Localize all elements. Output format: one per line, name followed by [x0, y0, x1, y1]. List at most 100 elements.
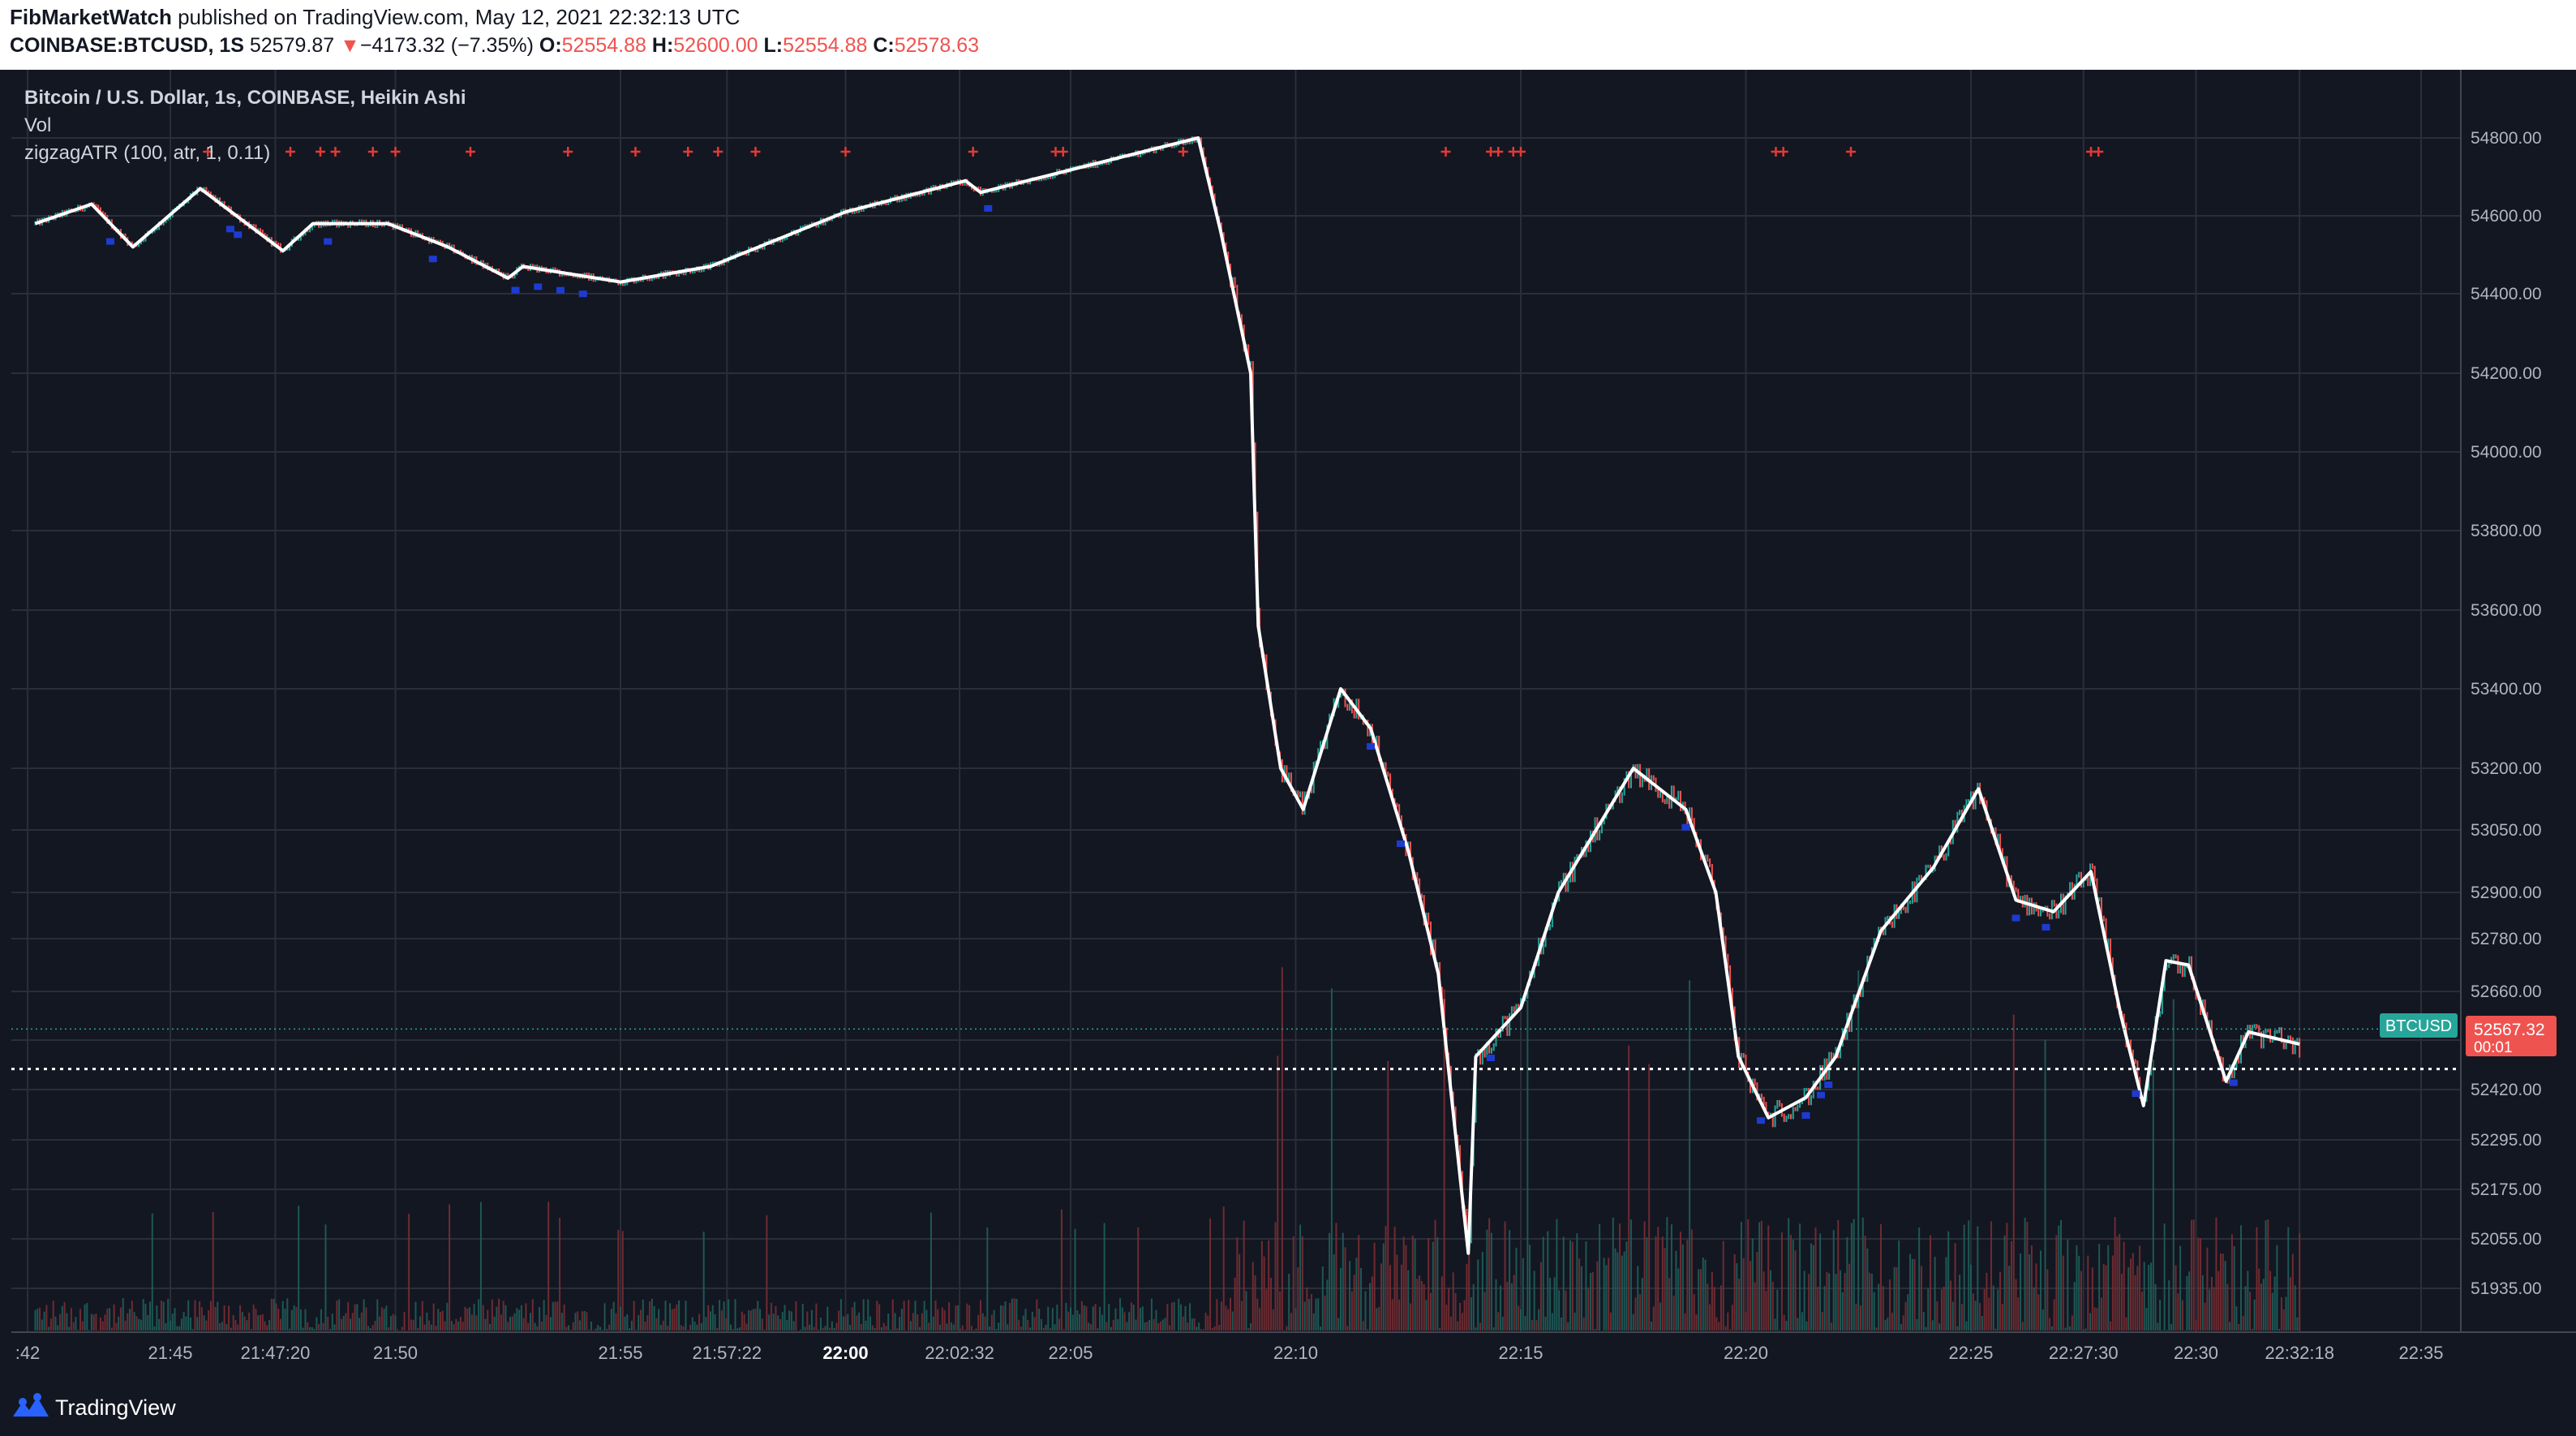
price-tick-label: 54000.00 — [2471, 443, 2542, 462]
time-tick-label: 22:10 — [1273, 1343, 1318, 1363]
price-tick-label: 52900.00 — [2471, 884, 2542, 902]
close-value: 52578.63 — [894, 34, 980, 57]
price-tag-bg — [2466, 1016, 2557, 1056]
high-marker — [316, 147, 325, 157]
symbol-label: COINBASE:BTCUSD, 1S — [10, 34, 244, 57]
published-info: published on TradingView.com, May 12, 20… — [178, 5, 741, 29]
time-tick-label: 21:47:20 — [241, 1343, 311, 1363]
time-tick-label: 22:27:30 — [2049, 1343, 2119, 1363]
low-marker — [1824, 1081, 1833, 1089]
price-tick-label: 51935.00 — [2471, 1279, 2542, 1298]
price-tick-label: 53600.00 — [2471, 601, 2542, 620]
change-value: −4173.32 (−7.35%) — [359, 34, 534, 57]
high-marker — [1493, 147, 1504, 157]
low-marker — [226, 226, 234, 233]
high-marker — [1778, 147, 1788, 157]
price-tick-label: 52175.00 — [2471, 1180, 2542, 1199]
time-tick-label: 21:45 — [148, 1343, 192, 1363]
low-marker — [578, 290, 587, 298]
time-tick-label: 21:50 — [373, 1343, 418, 1363]
close-label: C: — [873, 34, 895, 57]
price-tick-label: 52055.00 — [2471, 1230, 2542, 1249]
open-label: O: — [539, 34, 562, 57]
symbol-tag-bg — [2380, 1013, 2458, 1038]
low-marker — [2041, 923, 2050, 931]
time-tick-label: 22:00 — [822, 1343, 868, 1363]
symbol-tag: BTCUSD — [2385, 1017, 2452, 1035]
high-marker — [2093, 147, 2104, 157]
high-marker — [286, 147, 295, 157]
price-tick-label: 53800.00 — [2471, 522, 2542, 540]
zigzag-path — [34, 136, 2300, 1255]
low-marker — [556, 286, 565, 294]
time-tick-label: 22:05 — [1048, 1343, 1093, 1363]
open-value: 52554.88 — [561, 34, 646, 57]
high-marker — [563, 147, 573, 157]
low-marker — [1397, 840, 1405, 847]
high-marker — [1058, 147, 1068, 157]
price-tag: BTCUSD 52567.32 00:01 — [2380, 1013, 2557, 1056]
price-tick-label: 54600.00 — [2471, 207, 2542, 226]
time-tick-label: :42 — [15, 1343, 41, 1363]
legend-indicator[interactable]: zigzagATR (100, atr, 1, 0.11) — [24, 142, 271, 164]
low-marker — [534, 283, 543, 290]
grid-lines — [11, 70, 2461, 1332]
high-marker — [390, 147, 401, 157]
low-marker — [1757, 1117, 1765, 1124]
price-tick-label: 53200.00 — [2471, 759, 2542, 778]
footer: TradingView — [0, 1379, 2576, 1436]
high-marker — [683, 147, 693, 157]
zigzag-high-markers — [203, 147, 2104, 157]
chart-legend: Bitcoin / U.S. Dollar, 1s, COINBASE, Hei… — [24, 84, 466, 167]
high-marker — [203, 147, 213, 157]
ohlc-line: COINBASE:BTCUSD, 1S 52579.87 ▼−4173.32 (… — [10, 34, 979, 58]
high-marker — [330, 147, 341, 157]
high-marker — [713, 147, 723, 157]
low-label: L: — [763, 34, 784, 57]
publish-header: FibMarketWatch published on TradingView.… — [0, 0, 2576, 70]
price-tick-label: 52660.00 — [2471, 982, 2542, 1001]
high-marker — [1516, 147, 1526, 157]
publisher-name[interactable]: FibMarketWatch — [10, 5, 172, 29]
price-tick-label: 53050.00 — [2471, 821, 2542, 840]
zigzag-low-markers — [106, 204, 2238, 1124]
low-marker — [1817, 1091, 1825, 1098]
tradingview-brand[interactable]: TradingView — [55, 1395, 176, 1420]
low-marker — [234, 231, 243, 239]
low-marker — [106, 238, 114, 245]
low-marker — [324, 238, 333, 245]
high-marker — [968, 147, 978, 157]
low-marker — [984, 204, 993, 212]
price-tick-label: 54200.00 — [2471, 364, 2542, 383]
time-tick-label: 22:25 — [1948, 1343, 1993, 1363]
zigzag-line — [34, 136, 2300, 1255]
high-marker — [1178, 147, 1188, 157]
low-marker — [1801, 1111, 1810, 1119]
time-tick-label: 22:20 — [1724, 1343, 1768, 1363]
high-marker — [630, 147, 641, 157]
price-tick-label: 54400.00 — [2471, 285, 2542, 303]
price-chart[interactable]: 54800.00 54600.00 54400.00 54200.00 54000.00… — [0, 70, 2576, 1379]
high-value: 52600.00 — [673, 34, 758, 57]
publish-line: FibMarketWatch published on TradingView.… — [10, 5, 740, 30]
volume-bars — [34, 967, 2301, 1331]
time-axis[interactable]: :42 21:45 21:47:20 21:50 21:55 21:57:22 22:00 2… — [15, 1343, 2444, 1363]
time-tick-label: 22:15 — [1498, 1343, 1543, 1363]
tradingview-logo-icon — [13, 1393, 49, 1417]
high-marker — [466, 147, 475, 157]
time-tick-label: 21:57:22 — [693, 1343, 762, 1363]
price-tick-label: 52780.00 — [2471, 930, 2542, 948]
low-marker — [1487, 1055, 1495, 1061]
time-tick-label: 22:35 — [2398, 1343, 2443, 1363]
time-tick-label: 22:32:18 — [2265, 1343, 2334, 1363]
last-price: 52579.87 — [249, 34, 335, 57]
legend-title[interactable]: Bitcoin / U.S. Dollar, 1s, COINBASE, Hei… — [24, 87, 466, 109]
price-tick-label: 52295.00 — [2471, 1131, 2542, 1150]
low-marker — [511, 286, 520, 294]
price-tag-value: 52567.32 — [2474, 1021, 2545, 1039]
legend-volume[interactable]: Vol — [24, 114, 52, 136]
low-marker — [428, 256, 437, 263]
high-marker — [367, 147, 378, 157]
price-tick-label: 52420.00 — [2471, 1081, 2542, 1099]
low-marker — [2011, 914, 2020, 922]
